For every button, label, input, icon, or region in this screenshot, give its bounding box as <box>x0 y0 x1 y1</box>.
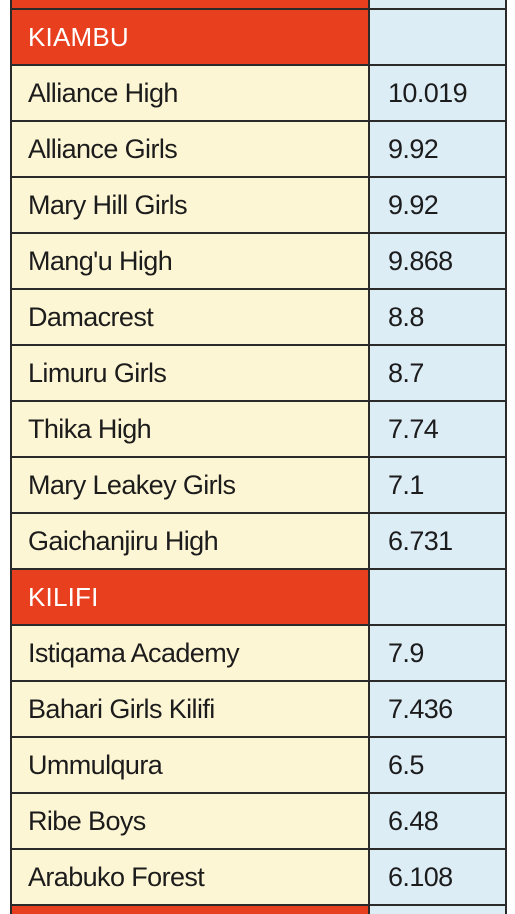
table-bottom-stub <box>10 906 507 914</box>
school-score: 6.108 <box>370 850 507 904</box>
school-name: Ummulqura <box>10 738 370 792</box>
school-score: 8.7 <box>370 346 507 400</box>
school-score: 9.868 <box>370 234 507 288</box>
table-row: Mary Hill Girls 9.92 <box>10 178 507 234</box>
table-row: Gaichanjiru High 6.731 <box>10 514 507 570</box>
table-row: Alliance High 10.019 <box>10 66 507 122</box>
next-county-header-edge <box>10 906 370 914</box>
school-score: 8.8 <box>370 290 507 344</box>
table-row: Alliance Girls 9.92 <box>10 122 507 178</box>
school-score: 7.74 <box>370 402 507 456</box>
school-score: 6.48 <box>370 794 507 848</box>
school-name: Bahari Girls Kilifi <box>10 682 370 736</box>
table-row: Limuru Girls 8.7 <box>10 346 507 402</box>
table-row: Arabuko Forest 6.108 <box>10 850 507 906</box>
table-row: Damacrest 8.8 <box>10 290 507 346</box>
school-score: 7.436 <box>370 682 507 736</box>
school-name: Alliance Girls <box>10 122 370 176</box>
school-name: Ribe Boys <box>10 794 370 848</box>
school-name: Mang'u High <box>10 234 370 288</box>
table-row: Thika High 7.74 <box>10 402 507 458</box>
next-score-edge <box>370 906 507 914</box>
school-score: 9.92 <box>370 122 507 176</box>
school-score: 10.019 <box>370 66 507 120</box>
previous-score-edge <box>370 0 507 8</box>
school-name: Mary Hill Girls <box>10 178 370 232</box>
table-row: Ummulqura 6.5 <box>10 738 507 794</box>
school-score: 6.5 <box>370 738 507 792</box>
table-row: Mary Leakey Girls 7.1 <box>10 458 507 514</box>
school-name: Gaichanjiru High <box>10 514 370 568</box>
county-header-row: KIAMBU <box>10 10 507 66</box>
school-name: Istiqama Academy <box>10 626 370 680</box>
table-row: Mang'u High 9.868 <box>10 234 507 290</box>
school-score: 6.731 <box>370 514 507 568</box>
previous-county-header-edge <box>10 0 370 8</box>
school-score: 7.9 <box>370 626 507 680</box>
school-score: 9.92 <box>370 178 507 232</box>
school-name: Mary Leakey Girls <box>10 458 370 512</box>
table-row: Istiqama Academy 7.9 <box>10 626 507 682</box>
county-score-blank <box>370 10 507 64</box>
school-name: Arabuko Forest <box>10 850 370 904</box>
table-top-stub <box>10 0 507 10</box>
county-header-row: KILIFI <box>10 570 507 626</box>
county-score-blank <box>370 570 507 624</box>
school-name: Thika High <box>10 402 370 456</box>
table-row: Ribe Boys 6.48 <box>10 794 507 850</box>
school-name: Alliance High <box>10 66 370 120</box>
county-name: KIAMBU <box>10 10 370 64</box>
school-score: 7.1 <box>370 458 507 512</box>
school-name: Limuru Girls <box>10 346 370 400</box>
county-name: KILIFI <box>10 570 370 624</box>
table-row: Bahari Girls Kilifi 7.436 <box>10 682 507 738</box>
school-name: Damacrest <box>10 290 370 344</box>
